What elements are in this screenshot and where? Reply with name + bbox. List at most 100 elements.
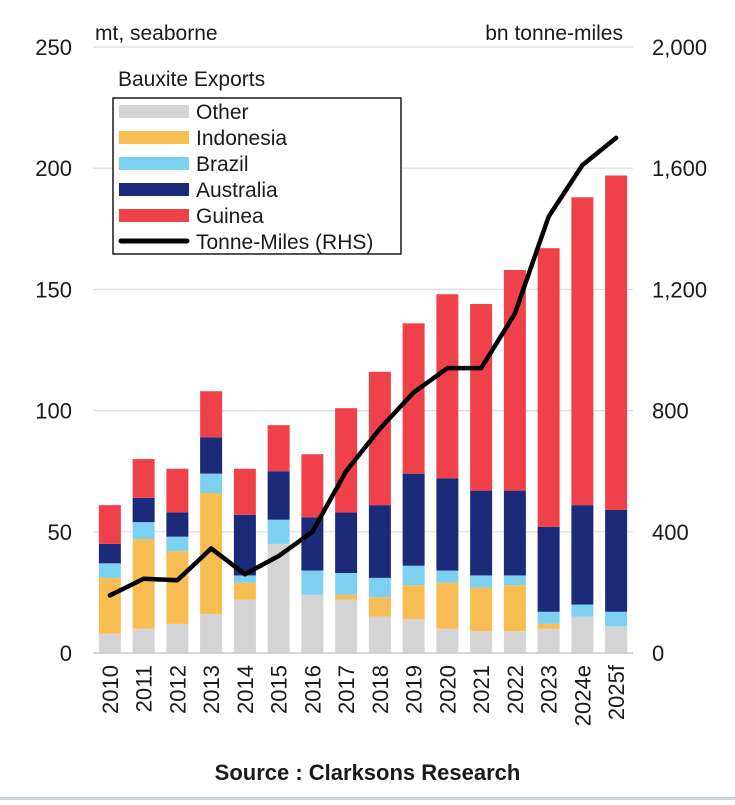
bar-other [368,616,391,653]
bar-guinea [233,468,256,515]
left-unit-label: mt, seaborne [95,22,218,45]
bar-brazil [368,577,391,598]
right-tick-label: 0 [652,641,664,666]
right-tick-label: 1,600 [652,156,707,181]
bar-brazil [200,473,223,494]
bar-indonesia [537,623,560,629]
bar-australia [402,473,425,566]
bar-guinea [605,175,628,510]
bar-other [335,599,358,653]
bar-guinea [470,303,493,491]
bar-guinea [267,425,290,472]
bar-brazil [605,611,628,627]
right-tick-label: 800 [652,399,689,424]
bar-indonesia [335,594,358,600]
left-tick-label: 0 [60,641,72,666]
legend-swatch [119,209,189,222]
bar-brazil [470,575,493,588]
x-tick-label: 2016 [300,665,325,714]
bar-australia [470,490,493,576]
bar-australia [301,517,324,571]
left-tick-label: 150 [35,277,72,302]
bar-brazil [98,563,121,578]
bar-other [166,623,189,653]
x-axis-ticks: 2010 2011 2012 2013 2014 2015 2016 2017 2018 2019… [98,664,629,726]
bar-indonesia [98,577,121,634]
bar-indonesia [503,585,526,632]
legend-title: Bauxite Exports [118,68,265,91]
legend: Other Indonesia Brazil Australia Guinea Tonne… [118,101,373,254]
bottom-divider [0,797,735,800]
legend-label: Tonne-Miles (RHS) [196,231,373,254]
bar-other [503,631,526,653]
bar-australia [166,512,189,537]
bar-indonesia [470,587,493,632]
bar-guinea [166,468,189,513]
legend-swatch [119,105,189,118]
bar-australia [503,490,526,576]
bar-indonesia [166,551,189,624]
x-tick-label: 2017 [334,665,359,714]
legend-swatch [119,157,189,170]
bar-brazil [301,570,324,595]
bar-australia [537,526,560,612]
bar-australia [571,505,594,605]
bar-indonesia [132,539,155,629]
bar-other [132,628,155,653]
bar-other [233,599,256,653]
bar-indonesia [233,582,256,600]
bar-indonesia [402,585,425,620]
bar-brazil [166,536,189,552]
tonne-miles-line [107,135,619,598]
bar-guinea [301,454,324,518]
bar-australia [605,509,628,612]
bauxite-chart: 0 50 100 150 200 250 0 400 800 1,200 1,600 2,000 2… [35,22,707,726]
x-tick-label: 2015 [267,665,292,714]
bar-guinea [200,391,223,438]
bar-other [200,614,223,653]
bar-other [301,594,324,653]
legend-label: Guinea [196,205,264,228]
bar-brazil [537,611,560,624]
right-tick-label: 2,000 [652,35,707,60]
x-tick-label: 2024e [570,665,595,726]
x-tick-label: 2023 [537,665,562,714]
bar-guinea [503,270,526,491]
bar-other [605,626,628,653]
bar-other [571,616,594,653]
x-tick-label: 2019 [402,665,427,714]
bar-guinea [368,371,391,506]
bar-guinea [98,505,121,544]
bar-other [98,633,121,653]
bar-indonesia [436,582,459,629]
x-tick-label: 2020 [435,665,460,714]
tonne-miles-polyline [107,135,619,598]
legend-label: Other [196,101,249,124]
legend-box [112,97,402,255]
bar-other [267,543,290,653]
x-tick-label: 2011 [132,665,157,712]
right-axis-ticks: 0 400 800 1,200 1,600 2,000 [652,35,707,666]
bar-brazil [233,575,256,583]
right-tick-label: 400 [652,520,689,545]
legend-label: Brazil [196,153,249,176]
bar-brazil [335,573,358,595]
bar-guinea [132,459,155,498]
x-tick-label: 2025f [604,664,629,720]
x-tick-label: 2022 [503,665,528,714]
bar-guinea [436,294,459,479]
bar-australia [368,505,391,578]
source-label: Source : Clarksons Research [214,760,521,785]
bar-brazil [571,604,594,617]
bar-other [537,628,560,653]
right-tick-label: 1,200 [652,277,707,302]
bar-guinea [335,408,358,513]
bar-australia [436,478,459,571]
bar-australia [335,512,358,574]
bar-indonesia [368,597,391,617]
bar-indonesia [200,493,223,615]
bar-australia [233,514,256,576]
x-tick-label: 2018 [368,665,393,714]
legend-swatch [119,183,189,196]
bar-guinea [402,323,425,474]
